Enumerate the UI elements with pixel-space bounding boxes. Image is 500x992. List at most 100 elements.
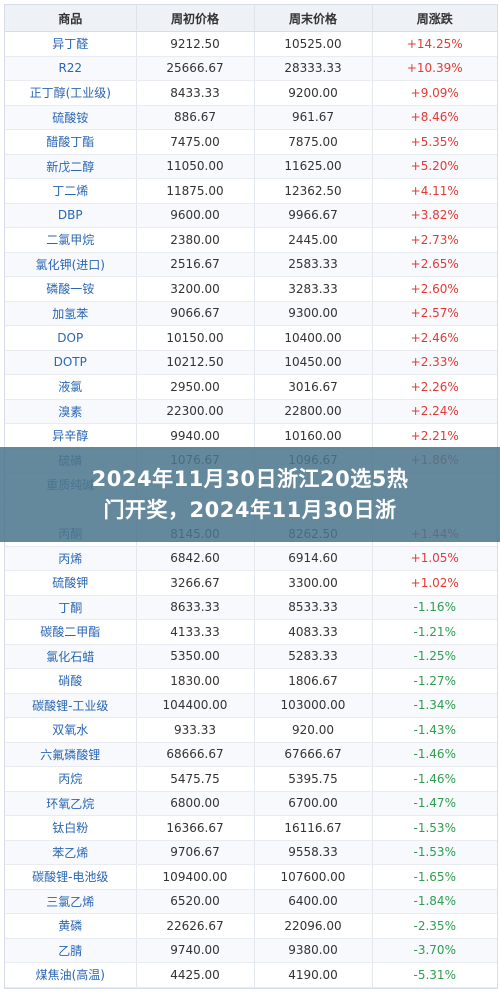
week-change-cell: +2.21% bbox=[372, 423, 497, 449]
table-row: 加氢苯 9066.67 9300.00 +2.57% bbox=[5, 301, 497, 326]
week-close-price-cell: 9558.33 bbox=[254, 840, 373, 865]
week-change-cell: +5.20% bbox=[372, 154, 497, 179]
table-row: DBP 9600.00 9966.67 +3.82% bbox=[5, 203, 497, 228]
price-table-container: 商品 周初价格 周末价格 周涨跌 异丁醛 9212.50 10525.00 +14.2… bbox=[4, 4, 498, 989]
commodity-name-cell: 碳酸二甲酯 bbox=[5, 619, 137, 645]
header-week-open-price: 周初价格 bbox=[136, 5, 255, 32]
commodity-name-cell: 环氧乙烷 bbox=[5, 791, 137, 816]
week-open-price-cell: 8433.33 bbox=[136, 80, 255, 106]
commodity-name-cell: DOTP bbox=[5, 350, 137, 375]
week-change-cell: -1.47% bbox=[372, 791, 497, 816]
week-change-cell: +2.26% bbox=[372, 374, 497, 400]
table-row: 二氯甲烷 2380.00 2445.00 +2.73% bbox=[5, 227, 497, 253]
table-row: 丁酮 8633.33 8533.33 -1.16% bbox=[5, 595, 497, 620]
commodity-name-cell: 液氯 bbox=[5, 374, 137, 400]
week-change-cell: -1.53% bbox=[372, 815, 497, 841]
week-close-price-cell: 9300.00 bbox=[254, 301, 373, 326]
table-row: 黄磷 22626.67 22096.00 -2.35% bbox=[5, 913, 497, 939]
week-close-price-cell: 22096.00 bbox=[254, 913, 373, 939]
week-close-price-cell: 3016.67 bbox=[254, 374, 373, 400]
table-row: 醋酸丁酯 7475.00 7875.00 +5.35% bbox=[5, 129, 497, 155]
week-close-price-cell: 11625.00 bbox=[254, 154, 373, 179]
week-open-price-cell: 2950.00 bbox=[136, 374, 255, 400]
table-row: 硫酸钾 3266.67 3300.00 +1.02% bbox=[5, 570, 497, 596]
week-open-price-cell: 4133.33 bbox=[136, 619, 255, 645]
table-row: DOP 10150.00 10400.00 +2.46% bbox=[5, 325, 497, 351]
table-row: 液氯 2950.00 3016.67 +2.26% bbox=[5, 374, 497, 400]
week-close-price-cell: 9966.67 bbox=[254, 203, 373, 228]
week-change-cell: -1.21% bbox=[372, 619, 497, 645]
commodity-name-cell: 黄磷 bbox=[5, 913, 137, 939]
week-close-price-cell: 8533.33 bbox=[254, 595, 373, 620]
table-row: 硝酸 1830.00 1806.67 -1.27% bbox=[5, 668, 497, 694]
week-change-cell: +2.24% bbox=[372, 399, 497, 424]
article-title-banner[interactable]: 2024年11月30日浙江20选5热 门开奖，2024年11月30日浙 bbox=[0, 447, 500, 542]
week-close-price-cell: 67666.67 bbox=[254, 742, 373, 767]
table-row: 碳酸二甲酯 4133.33 4083.33 -1.21% bbox=[5, 619, 497, 645]
week-change-cell: -1.43% bbox=[372, 717, 497, 743]
week-change-cell: +3.82% bbox=[372, 203, 497, 228]
week-close-price-cell: 16116.67 bbox=[254, 815, 373, 841]
price-change-table: 商品 周初价格 周末价格 周涨跌 异丁醛 9212.50 10525.00 +14.2… bbox=[5, 5, 497, 988]
week-open-price-cell: 22626.67 bbox=[136, 913, 255, 939]
week-close-price-cell: 28333.33 bbox=[254, 56, 373, 81]
table-row: 丙烯 6842.60 6914.60 +1.05% bbox=[5, 546, 497, 571]
week-open-price-cell: 2380.00 bbox=[136, 227, 255, 253]
week-close-price-cell: 103000.00 bbox=[254, 693, 373, 718]
commodity-name-cell: 二氯甲烷 bbox=[5, 227, 137, 253]
commodity-name-cell: 氯化石蜡 bbox=[5, 644, 137, 669]
week-open-price-cell: 4425.00 bbox=[136, 962, 255, 988]
week-change-cell: +1.02% bbox=[372, 570, 497, 596]
week-close-price-cell: 3300.00 bbox=[254, 570, 373, 596]
table-row: 碳酸锂-电池级 109400.00 107600.00 -1.65% bbox=[5, 864, 497, 890]
commodity-name-cell: 硝酸 bbox=[5, 668, 137, 694]
week-change-cell: -2.35% bbox=[372, 913, 497, 939]
commodity-name-cell: 硫酸铵 bbox=[5, 105, 137, 130]
week-change-cell: -1.46% bbox=[372, 742, 497, 767]
week-close-price-cell: 2445.00 bbox=[254, 227, 373, 253]
week-change-cell: -1.65% bbox=[372, 864, 497, 890]
week-open-price-cell: 11050.00 bbox=[136, 154, 255, 179]
header-week-change: 周涨跌 bbox=[372, 5, 497, 32]
week-change-cell: +9.09% bbox=[372, 80, 497, 106]
week-change-cell: +2.33% bbox=[372, 350, 497, 375]
week-change-cell: -1.16% bbox=[372, 595, 497, 620]
week-change-cell: +1.05% bbox=[372, 546, 497, 571]
table-row: 苯乙烯 9706.67 9558.33 -1.53% bbox=[5, 840, 497, 865]
table-row: 新戊二醇 11050.00 11625.00 +5.20% bbox=[5, 154, 497, 179]
week-close-price-cell: 10400.00 bbox=[254, 325, 373, 351]
commodity-name-cell: 煤焦油(高温) bbox=[5, 962, 137, 988]
week-close-price-cell: 6914.60 bbox=[254, 546, 373, 571]
week-open-price-cell: 9212.50 bbox=[136, 31, 255, 57]
banner-title-line-1: 2024年11月30日浙江20选5热 bbox=[91, 466, 409, 491]
table-row: 丙烷 5475.75 5395.75 -1.46% bbox=[5, 766, 497, 792]
table-header-row: 商品 周初价格 周末价格 周涨跌 bbox=[5, 5, 497, 32]
week-open-price-cell: 11875.00 bbox=[136, 178, 255, 204]
table-row: 溴素 22300.00 22800.00 +2.24% bbox=[5, 399, 497, 424]
commodity-name-cell: 正丁醇(工业级) bbox=[5, 80, 137, 106]
week-change-cell: -1.53% bbox=[372, 840, 497, 865]
table-row: 三氯乙烯 6520.00 6400.00 -1.84% bbox=[5, 889, 497, 914]
week-open-price-cell: 5475.75 bbox=[136, 766, 255, 792]
commodity-name-cell: 碳酸锂-电池级 bbox=[5, 864, 137, 890]
week-change-cell: -1.27% bbox=[372, 668, 497, 694]
commodity-name-cell: 溴素 bbox=[5, 399, 137, 424]
week-change-cell: +4.11% bbox=[372, 178, 497, 204]
week-open-price-cell: 8633.33 bbox=[136, 595, 255, 620]
week-open-price-cell: 886.67 bbox=[136, 105, 255, 130]
week-open-price-cell: 109400.00 bbox=[136, 864, 255, 890]
table-row: 六氟磷酸锂 68666.67 67666.67 -1.46% bbox=[5, 742, 497, 767]
commodity-name-cell: DBP bbox=[5, 203, 137, 228]
week-open-price-cell: 9940.00 bbox=[136, 423, 255, 449]
week-open-price-cell: 3266.67 bbox=[136, 570, 255, 596]
commodity-name-cell: 丁二烯 bbox=[5, 178, 137, 204]
commodity-name-cell: DOP bbox=[5, 325, 137, 351]
week-change-cell: -1.34% bbox=[372, 693, 497, 718]
week-close-price-cell: 10450.00 bbox=[254, 350, 373, 375]
week-close-price-cell: 6700.00 bbox=[254, 791, 373, 816]
week-close-price-cell: 9200.00 bbox=[254, 80, 373, 106]
week-change-cell: +8.46% bbox=[372, 105, 497, 130]
week-change-cell: -1.46% bbox=[372, 766, 497, 792]
header-commodity: 商品 bbox=[5, 5, 137, 32]
week-change-cell: -1.84% bbox=[372, 889, 497, 914]
